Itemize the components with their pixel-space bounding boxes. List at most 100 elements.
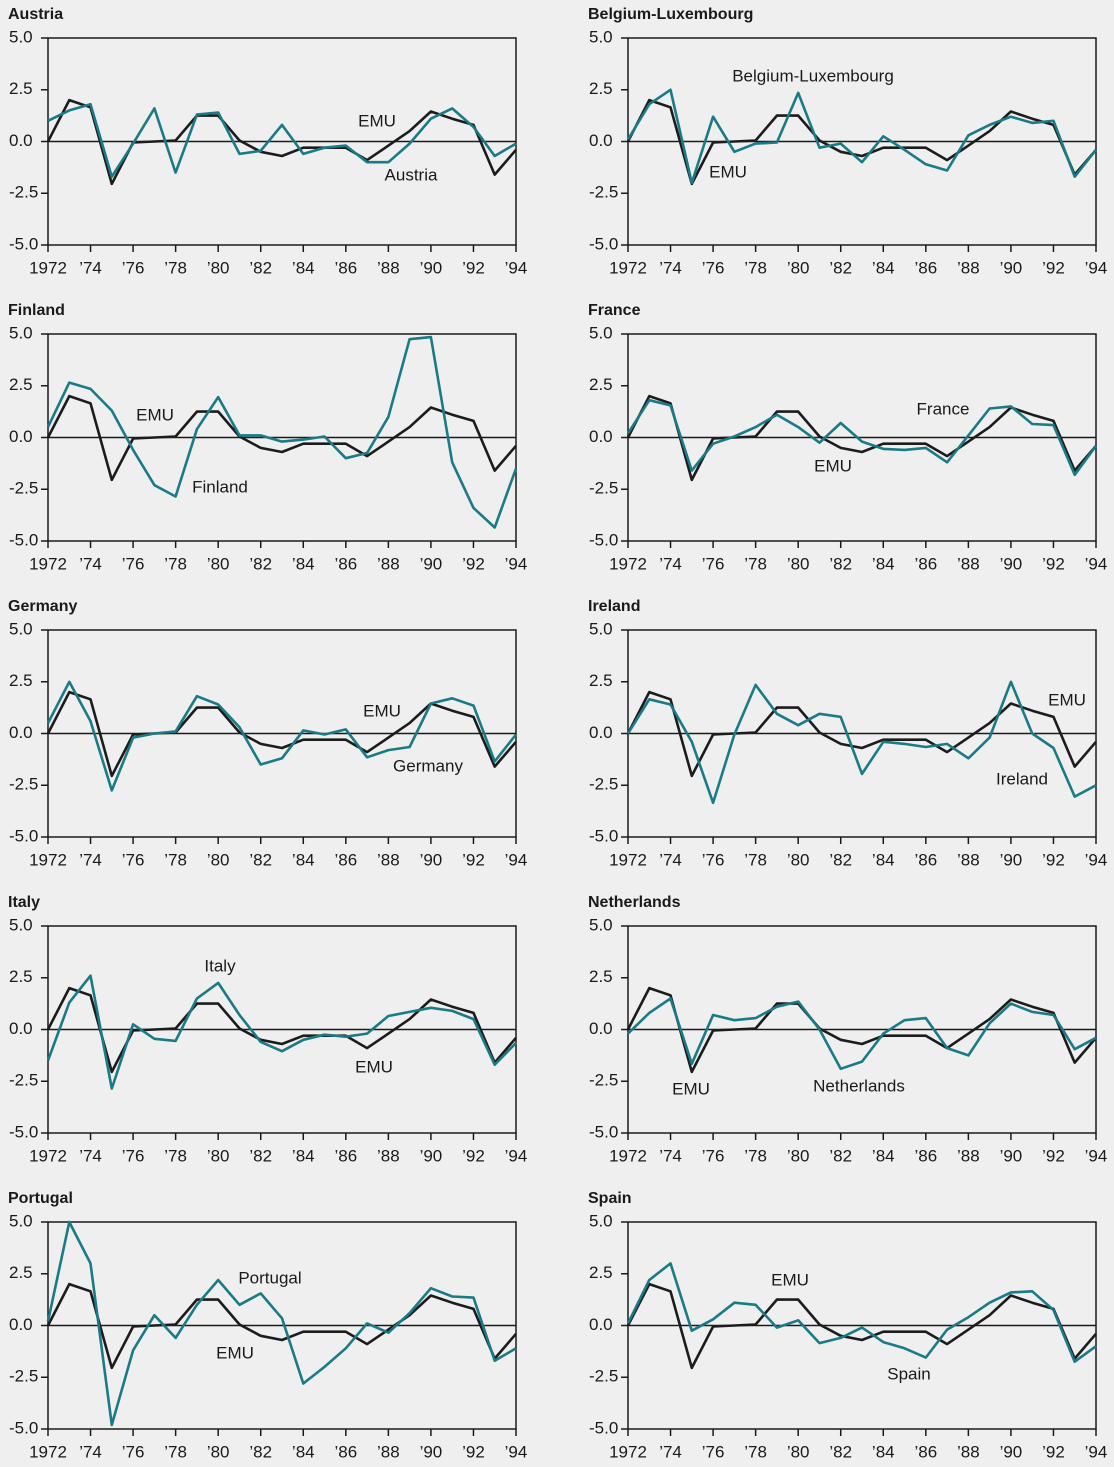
- x-tick-label: ’74: [659, 1146, 682, 1165]
- x-tick-label: ’94: [505, 1442, 528, 1461]
- y-tick-label: 2.5: [9, 671, 33, 690]
- y-tick-label: 0.0: [589, 723, 613, 742]
- x-tick-label: ’78: [164, 1146, 187, 1165]
- y-tick-label: 2.5: [9, 1263, 33, 1282]
- x-tick-label: ’86: [914, 554, 937, 573]
- x-tick-label: ’88: [957, 258, 980, 277]
- series-line: [47, 102, 517, 178]
- panel-title: France: [588, 302, 641, 319]
- x-tick-label: ’88: [377, 1146, 400, 1165]
- series-label: Belgium-Luxembourg: [732, 66, 894, 85]
- x-tick-label: ’74: [79, 1442, 102, 1461]
- y-tick-label: 5.0: [589, 915, 613, 934]
- x-tick-label: ’92: [462, 850, 485, 869]
- series-label: Italy: [204, 956, 236, 975]
- x-tick-label: ’76: [702, 258, 725, 277]
- x-tick-label: ’86: [334, 1146, 357, 1165]
- x-tick-label: ’92: [462, 1146, 485, 1165]
- x-tick-label: ’94: [1085, 258, 1108, 277]
- x-tick-label: ’84: [292, 258, 315, 277]
- x-tick-label: ’86: [914, 258, 937, 277]
- x-tick-label: ’90: [1000, 1146, 1023, 1165]
- x-tick-label: ’76: [702, 1442, 725, 1461]
- x-tick-label: ’74: [79, 1146, 102, 1165]
- y-tick-label: -5.0: [9, 234, 38, 253]
- x-tick-label: ’74: [659, 850, 682, 869]
- x-tick-label: ’84: [292, 554, 315, 573]
- x-tick-label: ’74: [79, 554, 102, 573]
- y-tick-label: -2.5: [9, 1367, 38, 1386]
- x-tick-label: ’82: [249, 554, 272, 573]
- x-tick-label: ’92: [1042, 554, 1065, 573]
- series-label: Finland: [192, 477, 248, 496]
- x-tick-label: ’90: [1000, 850, 1023, 869]
- x-tick-label: ’94: [1085, 1146, 1108, 1165]
- x-tick-label: ’86: [914, 1146, 937, 1165]
- x-tick-label: ’82: [249, 850, 272, 869]
- x-tick-label: ’92: [462, 258, 485, 277]
- x-tick-label: ’92: [462, 1442, 485, 1461]
- panel-title: Germany: [8, 598, 77, 615]
- panel-title: Austria: [8, 6, 63, 23]
- x-tick-label: ’86: [334, 850, 357, 869]
- x-tick-label: ’78: [164, 258, 187, 277]
- x-tick-label: ’78: [164, 850, 187, 869]
- x-tick-label: ’82: [829, 850, 852, 869]
- series-label: EMU: [1048, 690, 1086, 709]
- y-tick-label: 0.0: [589, 1019, 613, 1038]
- x-tick-label: ’94: [505, 554, 528, 573]
- x-tick-label: ’94: [1085, 554, 1108, 573]
- x-tick-label: ’90: [420, 1442, 443, 1461]
- panel-title: Ireland: [588, 598, 640, 615]
- y-tick-label: 0.0: [9, 1315, 33, 1334]
- x-tick-label: ’92: [1042, 1442, 1065, 1461]
- x-tick-label: ’76: [702, 554, 725, 573]
- series-line: [626, 398, 1098, 477]
- x-tick-label: ’90: [420, 554, 443, 573]
- x-tick-label: 1972: [29, 1146, 67, 1165]
- x-tick-label: ’80: [787, 1442, 810, 1461]
- y-tick-label: -5.0: [9, 530, 38, 549]
- x-tick-label: ’88: [377, 850, 400, 869]
- x-tick-label: ’80: [787, 258, 810, 277]
- series-label: EMU: [355, 1057, 393, 1076]
- x-tick-label: ’88: [377, 258, 400, 277]
- y-tick-label: -2.5: [9, 775, 38, 794]
- x-tick-label: ’76: [122, 1146, 145, 1165]
- x-tick-label: ’78: [744, 1146, 767, 1165]
- y-tick-label: 0.0: [9, 723, 33, 742]
- x-tick-label: 1972: [29, 850, 67, 869]
- series-label: Spain: [887, 1364, 930, 1383]
- series-line: [46, 335, 518, 529]
- x-tick-label: ’78: [164, 1442, 187, 1461]
- y-tick-label: -2.5: [9, 479, 38, 498]
- x-tick-label: ’78: [744, 258, 767, 277]
- x-tick-label: ’76: [702, 850, 725, 869]
- y-tick-label: 2.5: [589, 375, 613, 394]
- y-tick-label: 2.5: [589, 671, 613, 690]
- series-line: [626, 1282, 1097, 1370]
- series-label: Austria: [385, 165, 438, 184]
- x-tick-label: ’84: [292, 850, 315, 869]
- x-tick-label: ’90: [1000, 554, 1023, 573]
- x-tick-label: ’76: [702, 1146, 725, 1165]
- y-tick-label: 0.0: [589, 1315, 613, 1334]
- x-tick-label: ’88: [957, 1146, 980, 1165]
- x-tick-label: ’90: [1000, 1442, 1023, 1461]
- x-tick-label: ’84: [292, 1146, 315, 1165]
- y-tick-label: -2.5: [9, 183, 38, 202]
- x-tick-label: ’88: [957, 1442, 980, 1461]
- series-label: EMU: [771, 1270, 809, 1289]
- series-line: [626, 1262, 1097, 1363]
- y-tick-label: 5.0: [9, 323, 33, 342]
- x-tick-label: ’80: [207, 258, 230, 277]
- series-line: [46, 1282, 517, 1370]
- y-tick-label: 2.5: [589, 79, 613, 98]
- x-tick-label: ’94: [1085, 850, 1108, 869]
- x-tick-label: ’82: [829, 1146, 852, 1165]
- series-line: [46, 974, 517, 1090]
- series-label: Ireland: [996, 769, 1048, 788]
- y-tick-label: 2.5: [9, 79, 33, 98]
- series-label: EMU: [136, 405, 174, 424]
